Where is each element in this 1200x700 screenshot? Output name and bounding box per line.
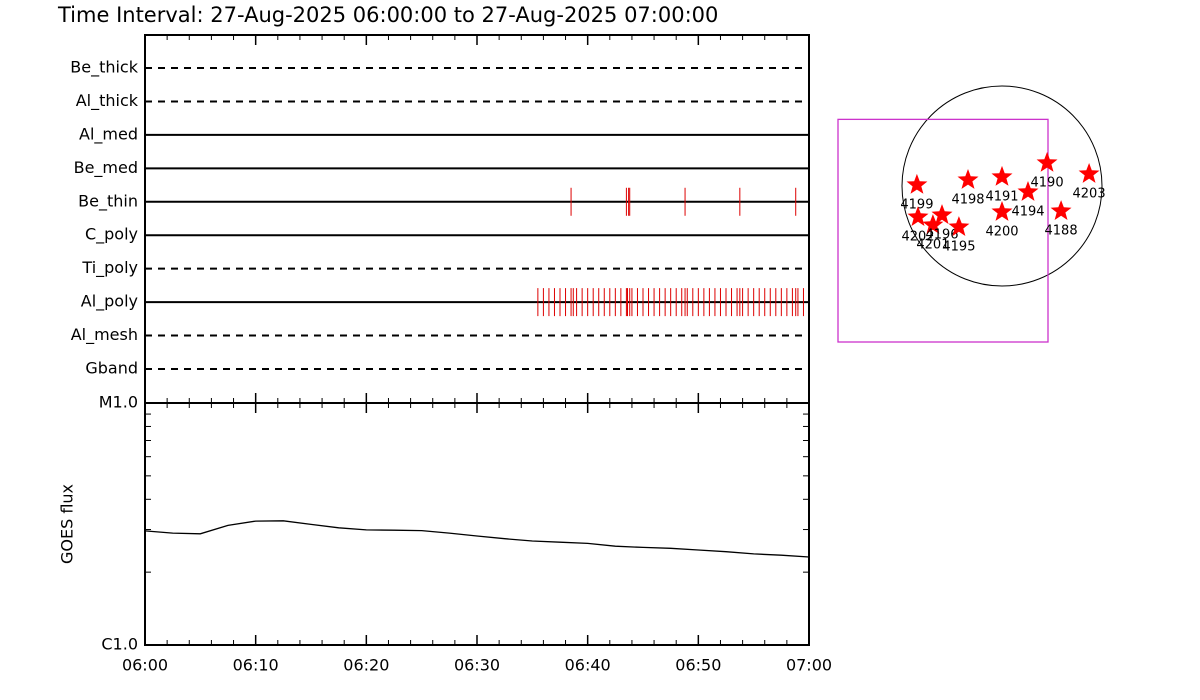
active-region xyxy=(1050,200,1072,220)
filter-label: Al_thick xyxy=(76,91,139,111)
region-label: 4203 xyxy=(1073,187,1106,202)
region-label: 4198 xyxy=(951,193,984,208)
filter-label: Be_med xyxy=(74,158,138,178)
active-region xyxy=(907,206,929,226)
x-tick-label: 07:00 xyxy=(786,656,832,675)
active-region xyxy=(1078,163,1100,183)
region-label: 4188 xyxy=(1045,224,1078,239)
active-region xyxy=(1036,151,1058,172)
active-region xyxy=(906,173,928,194)
active-region xyxy=(991,165,1013,186)
solar-disk xyxy=(901,85,1103,287)
x-tick-label: 06:50 xyxy=(675,656,721,675)
x-tick-label: 06:20 xyxy=(343,656,389,675)
y-axis-label: GOES flux xyxy=(58,484,77,564)
active-region xyxy=(922,214,944,234)
active-region xyxy=(1017,181,1039,201)
y-tick-label: M1.0 xyxy=(99,393,138,412)
chart-title: Time Interval: 27-Aug-2025 06:00:00 to 2… xyxy=(57,3,718,27)
goes-curve xyxy=(144,520,810,558)
filter-label: C_poly xyxy=(85,225,138,245)
filter-label: Ti_poly xyxy=(81,258,138,278)
region-label: 4199 xyxy=(900,197,933,212)
region-label: 4190 xyxy=(1031,175,1064,190)
field-of-view xyxy=(837,118,1049,343)
filter-label: Be_thick xyxy=(70,58,138,78)
region-label: 4201 xyxy=(916,238,949,253)
region-label: 4194 xyxy=(1011,205,1044,220)
y-tick-label: C1.0 xyxy=(101,635,138,654)
active-region xyxy=(931,204,953,224)
region-label: 4196 xyxy=(925,228,958,243)
active-region xyxy=(957,169,979,189)
filter-label: Gband xyxy=(85,359,138,378)
region-label: 4202 xyxy=(901,230,934,245)
active-region xyxy=(991,201,1013,221)
region-label: 4191 xyxy=(985,189,1018,204)
x-tick-label: 06:00 xyxy=(122,656,168,675)
region-label: 4195 xyxy=(942,240,975,255)
filter-label: Al_poly xyxy=(81,292,138,312)
filter-label: Al_med xyxy=(79,124,138,144)
active-region xyxy=(948,216,970,236)
x-tick-label: 06:10 xyxy=(233,656,279,675)
filter-label: Be_thin xyxy=(78,191,138,211)
region-label: 4200 xyxy=(985,225,1018,240)
x-tick-label: 06:40 xyxy=(565,656,611,675)
x-tick-label: 06:30 xyxy=(454,656,500,675)
filter-label: Al_mesh xyxy=(71,325,138,345)
